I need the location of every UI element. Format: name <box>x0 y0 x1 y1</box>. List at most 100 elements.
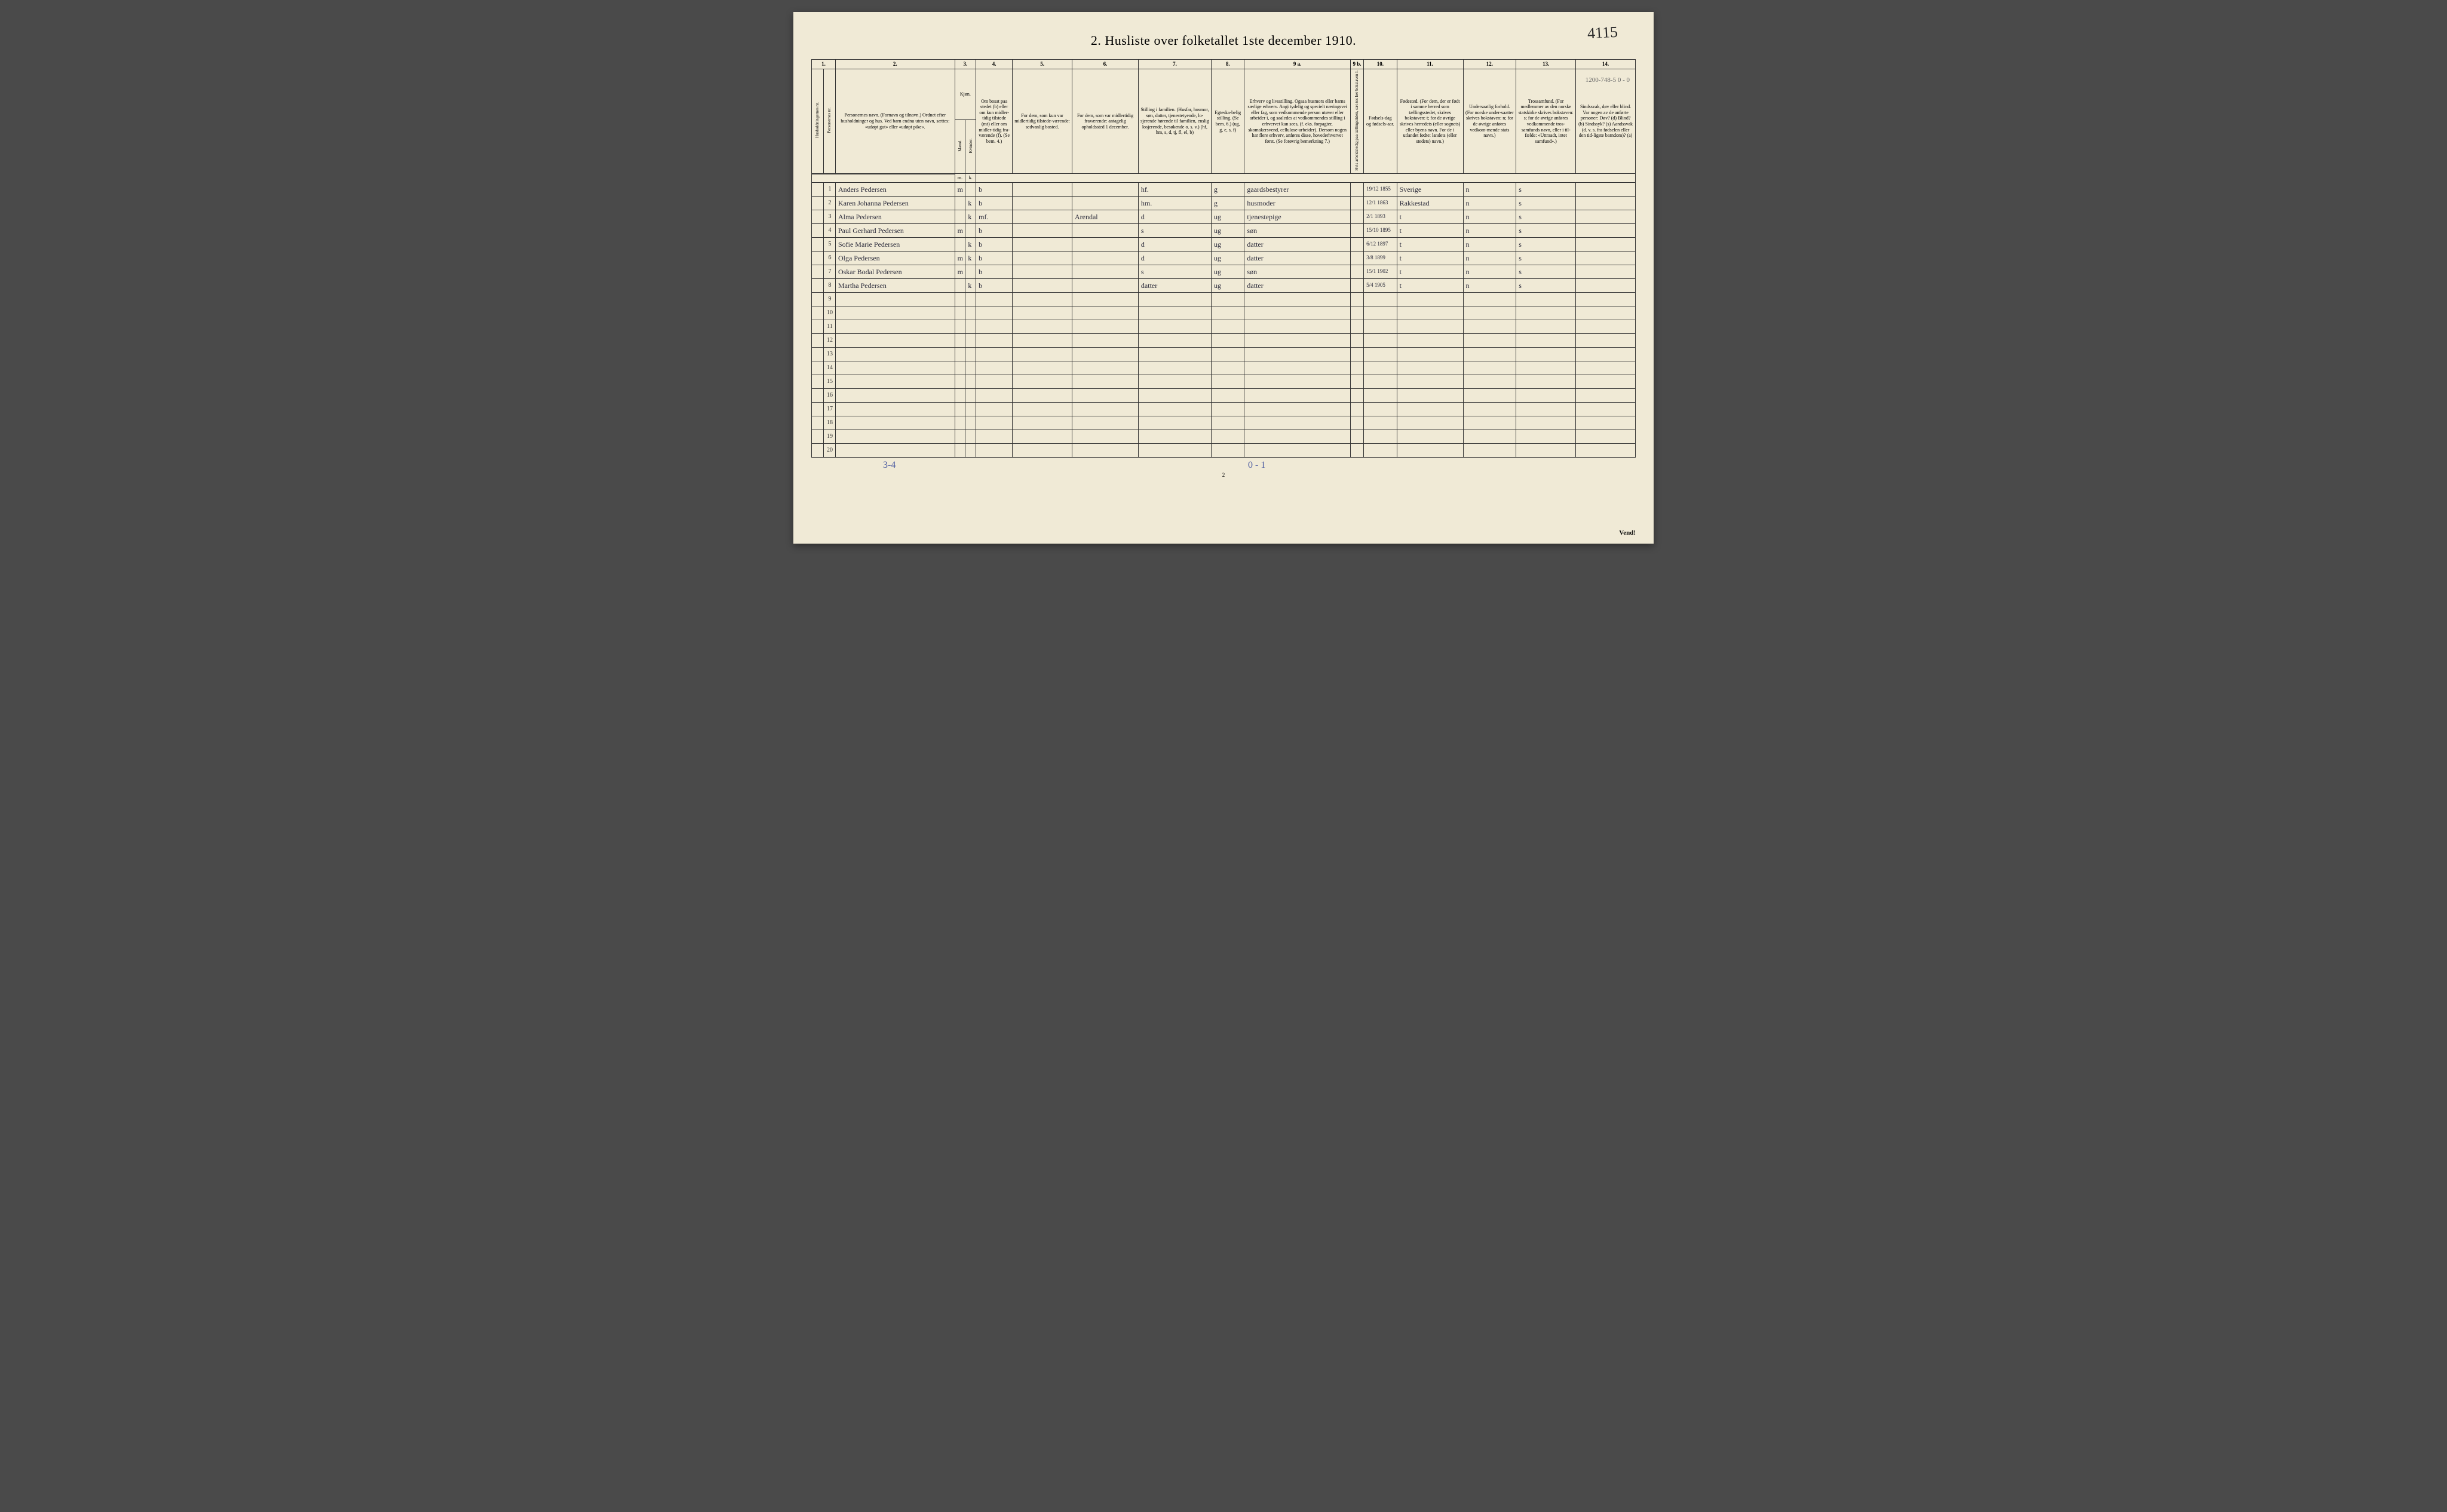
col-num-6: 6. <box>1072 60 1138 69</box>
cell-birthdate: 12/1 1863 <box>1364 196 1397 210</box>
cell-person-nr: 17 <box>823 402 835 416</box>
header-temp-absent: For dem, som var midlertidig fraværende:… <box>1072 69 1138 173</box>
cell-name: Oskar Bodal Pedersen <box>835 265 955 278</box>
table-row: 4 Paul Gerhard Pedersen m b s ug søn 15/… <box>812 223 1636 237</box>
cell-temp-absent <box>1072 223 1138 237</box>
cell-family-pos: s <box>1138 265 1211 278</box>
header-name: Personernes navn. (Fornavn og tilnavn.) … <box>835 69 955 173</box>
cell-birthdate: 15/1 1902 <box>1364 265 1397 278</box>
header-family-position: Stilling i familien. (Husfar, husmor, sø… <box>1138 69 1211 173</box>
cell-marital: ug <box>1211 210 1244 223</box>
archive-annotation: 1200-748-5 0 - 0 <box>1586 76 1630 84</box>
cell-family-pos: hf. <box>1138 182 1211 196</box>
cell-person-nr: 7 <box>823 265 835 278</box>
cell-male: m <box>955 265 965 278</box>
cell-temp-present <box>1013 182 1072 196</box>
cell-unemployed <box>1350 223 1363 237</box>
cell-residence: b <box>976 182 1013 196</box>
cell-occupation: gaardsbestyrer <box>1244 182 1351 196</box>
cell-name: Alma Pedersen <box>835 210 955 223</box>
cell-temp-present <box>1013 265 1072 278</box>
cell-birthdate: 6/12 1897 <box>1364 237 1397 251</box>
cell-name: Olga Pedersen <box>835 251 955 265</box>
cell-marital: ug <box>1211 265 1244 278</box>
cell-temp-absent <box>1072 251 1138 265</box>
cell-disability <box>1576 223 1636 237</box>
cell-person-nr: 18 <box>823 416 835 430</box>
cell-temp-present <box>1013 251 1072 265</box>
handwritten-page-number: 4115 <box>1587 23 1618 43</box>
cell-religion: s <box>1516 251 1576 265</box>
table-row-empty: 9 <box>812 292 1636 306</box>
cell-person-nr: 8 <box>823 278 835 292</box>
cell-temp-present <box>1013 223 1072 237</box>
cell-male <box>955 237 965 251</box>
cell-person-nr: 4 <box>823 223 835 237</box>
cell-person-nr: 14 <box>823 361 835 375</box>
cell-disability <box>1576 251 1636 265</box>
cell-birthdate: 15/10 1895 <box>1364 223 1397 237</box>
cell-religion: s <box>1516 237 1576 251</box>
subheader-m: m. <box>955 174 965 183</box>
col-num-10: 10. <box>1364 60 1397 69</box>
cell-person-nr: 1 <box>823 182 835 196</box>
col-num-8: 8. <box>1211 60 1244 69</box>
cell-residence: b <box>976 265 1013 278</box>
header-person-nr: Personernes nr. <box>823 69 835 173</box>
table-row-empty: 17 <box>812 402 1636 416</box>
cell-person-nr: 10 <box>823 306 835 320</box>
cell-unemployed <box>1350 196 1363 210</box>
cell-unemployed <box>1350 251 1363 265</box>
cell-birthdate: 5/4 1905 <box>1364 278 1397 292</box>
cell-household <box>812 278 824 292</box>
cell-religion: s <box>1516 223 1576 237</box>
cell-household <box>812 223 824 237</box>
header-female: Kvinder. <box>965 119 976 173</box>
table-row: 2 Karen Johanna Pedersen k b hm. g husmo… <box>812 196 1636 210</box>
cell-temp-absent <box>1072 182 1138 196</box>
table-row-empty: 20 <box>812 443 1636 457</box>
table-row: 6 Olga Pedersen m k b d ug datter 3/8 18… <box>812 251 1636 265</box>
cell-marital: g <box>1211 196 1244 210</box>
cell-household <box>812 265 824 278</box>
cell-person-nr: 11 <box>823 320 835 333</box>
table-row-empty: 15 <box>812 375 1636 388</box>
cell-unemployed <box>1350 278 1363 292</box>
table-row: 3 Alma Pedersen k mf. Arendal d ug tjene… <box>812 210 1636 223</box>
cell-family-pos: s <box>1138 223 1211 237</box>
cell-name: Paul Gerhard Pedersen <box>835 223 955 237</box>
col-num-3: 3. <box>955 60 976 69</box>
cell-unemployed <box>1350 182 1363 196</box>
cell-birthplace: t <box>1397 278 1463 292</box>
turn-page-label: Vend! <box>1619 529 1636 536</box>
cell-occupation: datter <box>1244 237 1351 251</box>
cell-person-nr: 3 <box>823 210 835 223</box>
cell-religion: s <box>1516 182 1576 196</box>
cell-religion: s <box>1516 210 1576 223</box>
cell-nationality: n <box>1463 278 1516 292</box>
cell-unemployed <box>1350 265 1363 278</box>
cell-birthplace: Sverige <box>1397 182 1463 196</box>
header-disability: Sindssvak, døv eller blind. Var nogen av… <box>1576 69 1636 173</box>
col-num-2: 2. <box>835 60 955 69</box>
cell-person-nr: 2 <box>823 196 835 210</box>
cell-temp-absent <box>1072 265 1138 278</box>
cell-temp-absent <box>1072 237 1138 251</box>
cell-temp-absent <box>1072 196 1138 210</box>
cell-temp-absent <box>1072 278 1138 292</box>
cell-religion: s <box>1516 278 1576 292</box>
cell-nationality: n <box>1463 182 1516 196</box>
cell-nationality: n <box>1463 210 1516 223</box>
cell-occupation: søn <box>1244 223 1351 237</box>
cell-person-nr: 20 <box>823 443 835 457</box>
cell-female <box>965 265 976 278</box>
cell-birthplace: t <box>1397 210 1463 223</box>
cell-occupation: tjenestepige <box>1244 210 1351 223</box>
cell-temp-present <box>1013 237 1072 251</box>
cell-household <box>812 210 824 223</box>
cell-marital: ug <box>1211 251 1244 265</box>
cell-person-nr: 16 <box>823 388 835 402</box>
cell-residence: mf. <box>976 210 1013 223</box>
cell-residence: b <box>976 196 1013 210</box>
cell-male <box>955 196 965 210</box>
